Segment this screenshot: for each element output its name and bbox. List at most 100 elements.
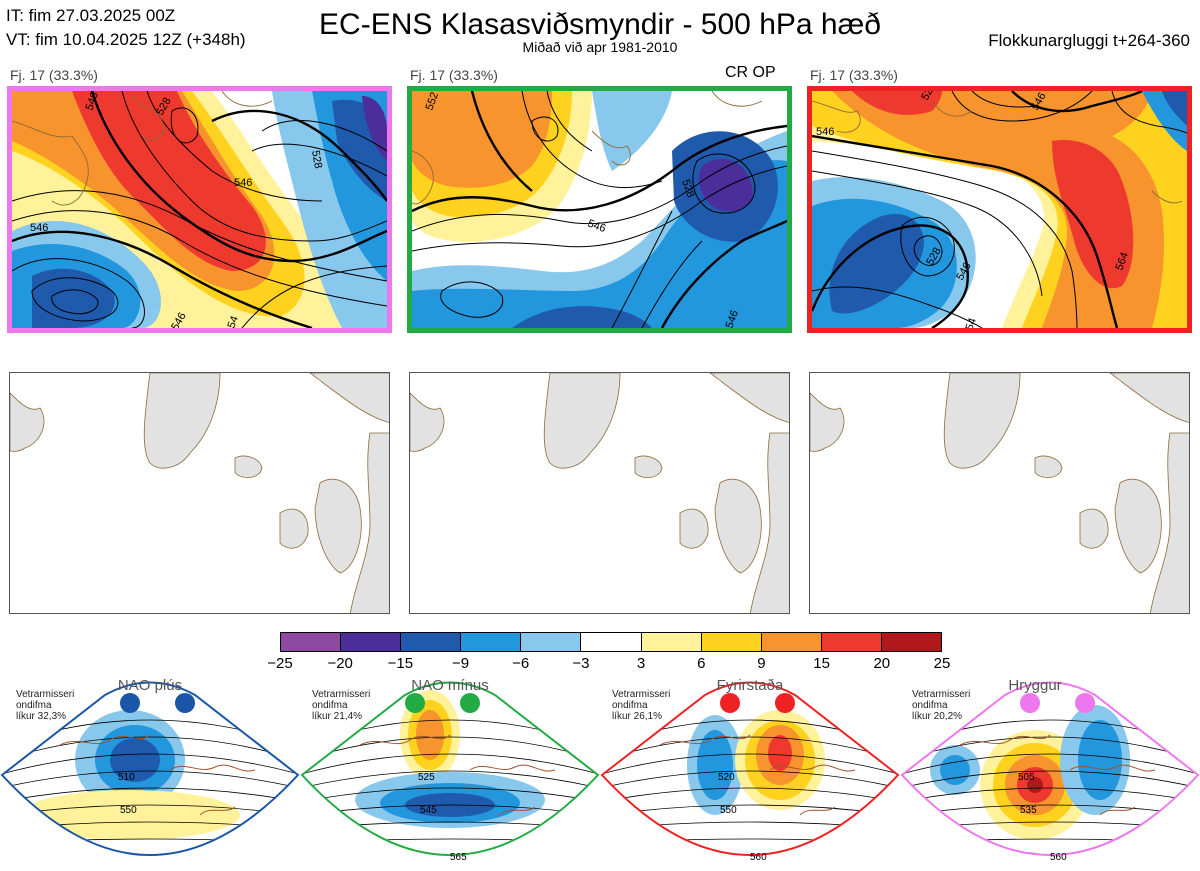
anomaly-blob (20, 790, 240, 840)
regime-season: Vetrarmisseri (612, 689, 671, 700)
regime-season: Vetrarmisseri (16, 689, 75, 700)
regime-contour-label: 525 (418, 772, 435, 783)
colorbar-tick-label: −6 (512, 655, 530, 672)
coastline (359, 734, 556, 816)
regime-info: Vetrarmisseri ondifma líkur 26,1% (612, 689, 670, 722)
colorbar-bin (880, 633, 942, 651)
height-contour (604, 753, 896, 774)
anomaly-blob (1078, 720, 1122, 800)
colorbar-bin (580, 633, 641, 651)
init-time: IT: fim 27.03.2025 00Z (6, 6, 176, 25)
chart-subtitle: Miðað við apr 1981-2010 (522, 39, 678, 55)
regime-contour-label: 545 (420, 805, 437, 816)
anomaly-blob (940, 755, 970, 785)
height-contour (904, 804, 1196, 816)
regime-desc: ondifma (16, 700, 52, 711)
empty-map-3 (809, 372, 1190, 614)
regime-name: NAO mínus (411, 677, 489, 694)
regime-contour-label: 505 (1018, 772, 1035, 783)
height-contour (604, 736, 896, 760)
regime-desc: ondifma (312, 700, 348, 711)
height-contour (304, 753, 596, 774)
height-contour (604, 770, 896, 788)
empty-map-2 (409, 372, 790, 614)
height-contour (904, 753, 1196, 774)
colorbar-ticks: −25 −20 −15 −9 −6 −3 3 6 9 15 20 25 (267, 655, 950, 675)
panel-2-contour-label: 546 (724, 309, 742, 328)
colorbar-bin (700, 633, 761, 651)
regime-marker-dot (720, 693, 740, 713)
colorbar-tick-label: 6 (697, 655, 706, 672)
regime-prob: líkur 26,1% (612, 711, 663, 722)
regime-info: Vetrarmisseri ondifma líkur 21,4% (312, 689, 370, 722)
colorbar-tick-label: −20 (327, 655, 353, 672)
panel-1-label: Fj. 17 (33.3%) (10, 67, 98, 83)
empty-map-1 (9, 372, 390, 614)
colorbar-tick-label: 9 (757, 655, 766, 672)
regime-outline (300, 681, 600, 856)
colorbar-tick-label: −9 (451, 655, 470, 672)
height-contour (304, 736, 596, 760)
regime-panel: 525 545 565 NAO mínus Vetrarmisseri ondifma lí… (300, 675, 600, 871)
regime-name: Hryggur (1008, 677, 1062, 694)
colorbar (280, 632, 942, 652)
height-contour (904, 770, 1196, 788)
panel-1-contour-label: 546 (234, 177, 252, 189)
anomaly-blob (768, 735, 792, 771)
panel-2-contour-label: 546 (586, 218, 607, 236)
regime-contour-label: 550 (720, 805, 737, 816)
height-contour (4, 838, 296, 844)
regime-marker-dot (460, 693, 480, 713)
panel-2-contour-label: 552 (424, 91, 442, 112)
height-contour (604, 787, 896, 802)
coastline (659, 734, 856, 816)
height-contour (904, 787, 1196, 802)
coastline (959, 734, 1156, 816)
valid-time: VT: fim 10.04.2025 12Z (+348h) (6, 30, 246, 49)
panel-1-contour-label: 528 (309, 149, 324, 169)
regime-season: Vetrarmisseri (912, 689, 971, 700)
colorbar-tick-label: 25 (933, 655, 951, 672)
height-contour (604, 821, 896, 830)
colorbar-bin (820, 633, 881, 651)
regime-panel: 520 550 560 Fyrirstaða Vetrarmisseri ondifma l… (600, 675, 900, 871)
regime-prob: líkur 20,2% (912, 711, 963, 722)
regime-desc: ondifma (612, 700, 648, 711)
colorbar-bin (760, 633, 821, 651)
colorbar-bin (400, 633, 461, 651)
window-label: Flokkunargluggi t+264-360 (988, 31, 1190, 50)
regime-prob: líkur 21,4% (312, 711, 363, 722)
colorbar-tick-label: 20 (873, 655, 891, 672)
regime-contour-label: 520 (718, 772, 735, 783)
regime-outline (600, 681, 900, 856)
regime-marker-dot (775, 693, 795, 713)
regime-name: NAO plús (117, 677, 183, 694)
colorbar-bin (460, 633, 521, 651)
regime-contour-label: 550 (120, 805, 137, 816)
cluster-map-2: 552 528 546 546 (407, 86, 792, 333)
height-contour (604, 804, 896, 816)
regime-contour-label: 510 (118, 772, 135, 783)
colorbar-bin (340, 633, 401, 651)
panel-3-contour-label: 564 (1114, 251, 1132, 272)
regime-marker-dot (1020, 693, 1040, 713)
panel-1-contour-label: 54 (226, 314, 241, 328)
panel-2-tag: CR OP (725, 64, 776, 81)
regime-marker-dot (405, 693, 425, 713)
regime-season: Vetrarmisseri (312, 689, 371, 700)
height-contour (604, 838, 896, 844)
anomaly-blob (1027, 777, 1043, 793)
coastline (59, 734, 256, 816)
height-contour (4, 753, 296, 774)
colorbar-tick-label: 15 (813, 655, 830, 672)
regime-desc: ondifma (912, 700, 948, 711)
height-contour (304, 804, 596, 816)
height-contour (304, 838, 596, 844)
colorbar-bin (640, 633, 701, 651)
regime-prob: líkur 32,3% (16, 711, 67, 722)
anomaly-blob (697, 730, 733, 800)
panel-3-contour-label: 528 (919, 91, 939, 103)
regime-outline (900, 681, 1200, 856)
colorbar-tick-label: 3 (636, 655, 646, 672)
panel-3-label: Fj. 17 (33.3%) (810, 67, 898, 83)
